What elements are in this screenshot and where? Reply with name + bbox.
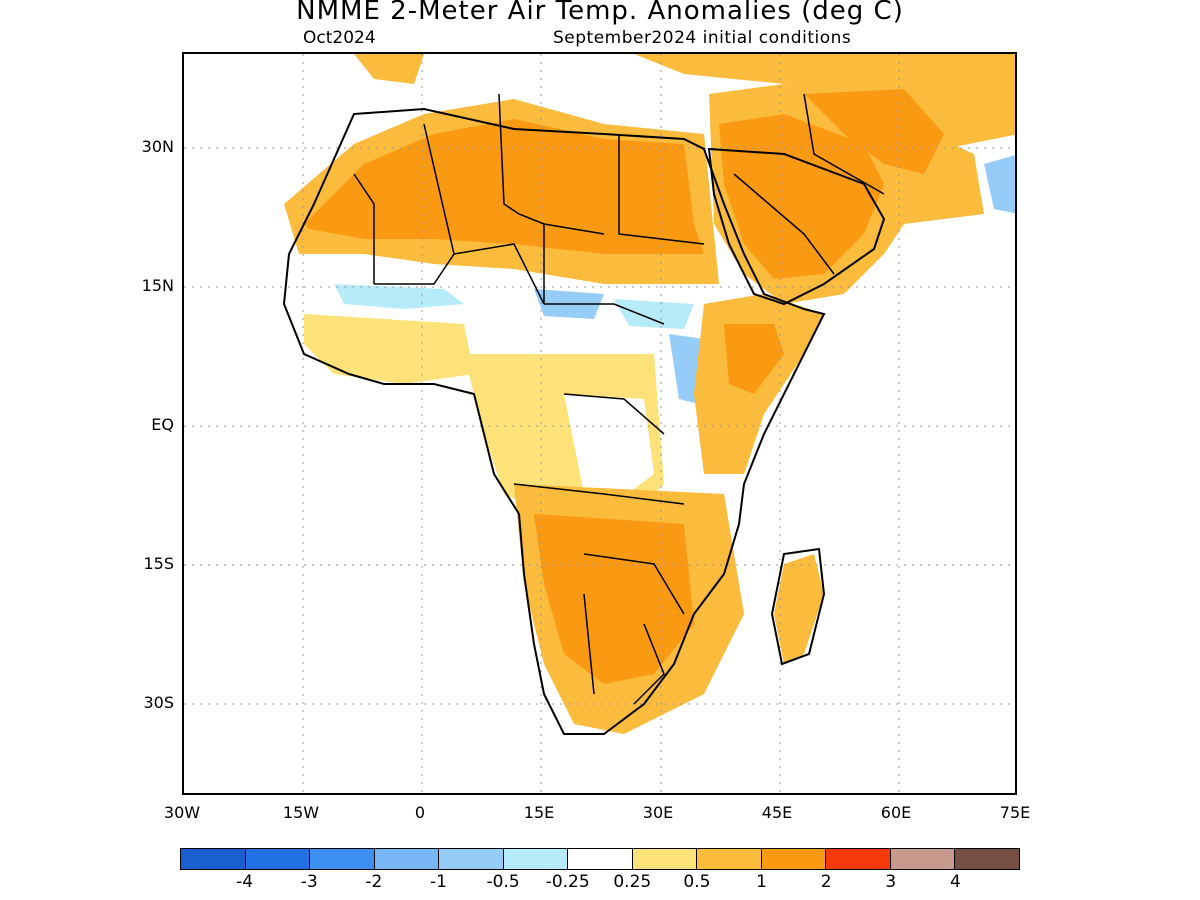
southern-africa-core — [534, 514, 694, 684]
west-africa-anomaly — [304, 314, 474, 384]
colorbar-swatch — [890, 849, 956, 869]
lon-label-30w: 30W — [163, 803, 201, 822]
colorbar-swatch — [632, 849, 698, 869]
lat-label-15s: 15S — [143, 554, 174, 573]
colorbar-label: -0.25 — [545, 872, 590, 892]
sahel-cool-patch-1 — [334, 284, 464, 309]
colorbar-swatch — [310, 849, 375, 869]
colorbar-swatch — [181, 849, 246, 869]
lat-label-30s: 30S — [143, 693, 174, 712]
lon-label-75e: 75E — [999, 803, 1031, 822]
lon-label-15e: 15E — [523, 803, 555, 822]
colorbar-label: 1 — [756, 872, 767, 892]
colorbar-swatch — [374, 849, 440, 869]
arabia-core-anomaly — [719, 114, 884, 279]
colorbar-label: 4 — [949, 872, 961, 892]
map-panel — [182, 52, 1017, 795]
central-africa-neutral — [564, 394, 654, 504]
map-title: NMME 2-Meter Air Temp. Anomalies (deg C) — [296, 0, 904, 26]
colorbar-swatch — [245, 849, 311, 869]
lon-label-0: 0 — [414, 803, 426, 822]
graticule — [184, 54, 1015, 793]
colorbar-label: 3 — [885, 872, 897, 892]
lon-label-60e: 60E — [880, 803, 912, 822]
anomaly-map — [184, 54, 1015, 793]
colorbar-swatch — [503, 849, 569, 869]
colorbar-swatch — [439, 849, 504, 869]
colorbar-label: -4 — [236, 872, 254, 892]
lon-label-15w: 15W — [282, 803, 320, 822]
sahara-core-anomaly — [304, 119, 704, 254]
colorbar-label: -2 — [365, 872, 383, 892]
madagascar-anomaly — [774, 554, 824, 664]
colorbar-swatch — [761, 849, 827, 869]
mediterranean-north-anomaly — [354, 54, 424, 84]
forecast-month: Oct2024 — [303, 28, 376, 48]
africa-coastline — [282, 107, 826, 735]
iran-anomaly — [804, 89, 944, 174]
lat-label-eq: EQ — [151, 415, 174, 434]
colorbar-swatch — [697, 849, 762, 869]
colorbar-swatch — [955, 849, 1019, 869]
anomaly-fill — [284, 54, 1015, 734]
sahel-cool-patch-3 — [614, 299, 694, 329]
arabia-coastline — [707, 147, 886, 306]
colorbar-label: 2 — [820, 872, 832, 892]
colorbar-label: 0.25 — [613, 872, 652, 892]
colorbar-label: -3 — [300, 872, 318, 892]
lon-label-30e: 30E — [642, 803, 674, 822]
colorbar-label: -0.5 — [486, 872, 520, 892]
colorbar-swatch — [826, 849, 891, 869]
madagascar-coastline — [770, 547, 826, 666]
initial-conditions: September2024 initial conditions — [553, 28, 852, 48]
colorbar-label: -1 — [429, 872, 447, 892]
lat-label-15n: 15N — [141, 276, 174, 295]
lat-label-30n: 30N — [141, 137, 174, 156]
colorbar-swatch — [568, 849, 633, 869]
india-edge-cool — [984, 155, 1015, 214]
colorbar-label: 0.5 — [683, 872, 711, 892]
colorbar — [180, 848, 1020, 870]
borders — [353, 93, 885, 705]
lon-label-45e: 45E — [761, 803, 793, 822]
coastlines — [282, 107, 886, 735]
horn-core-anomaly — [724, 324, 784, 394]
